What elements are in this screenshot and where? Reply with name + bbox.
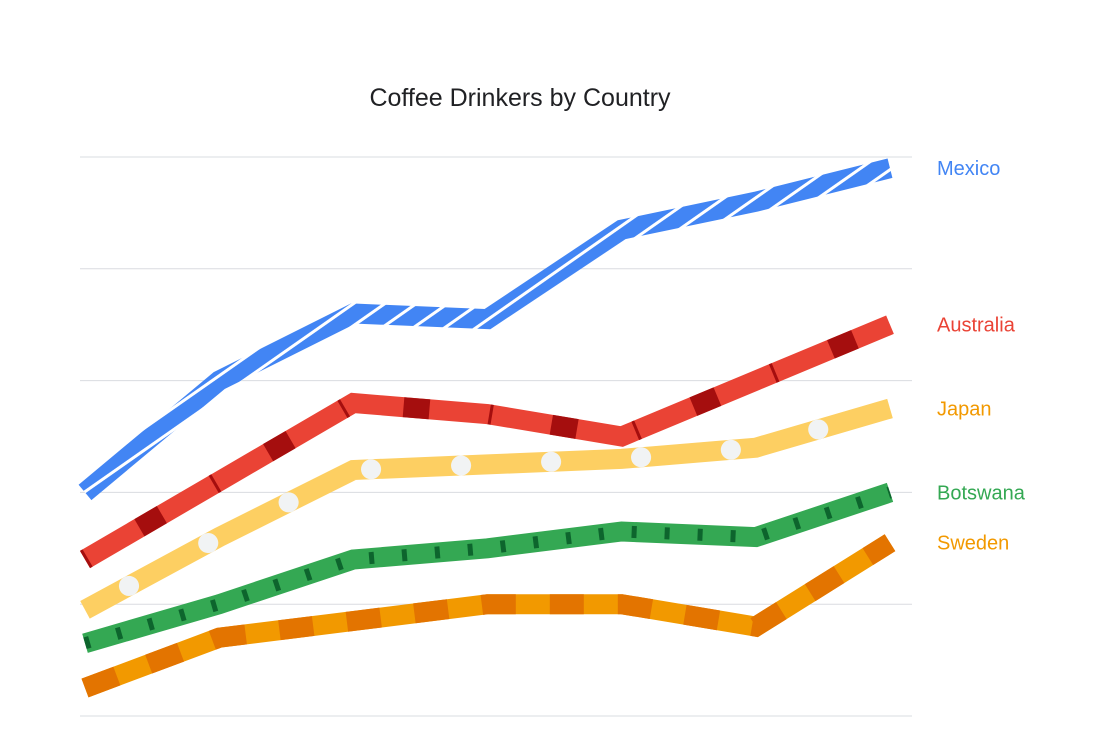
series-line xyxy=(79,315,894,569)
series-line xyxy=(80,398,893,619)
legend-label-japan: Japan xyxy=(937,399,992,421)
legend: Mexico Australia Japan Botswana Sweden xyxy=(937,158,1026,555)
series-mexico xyxy=(78,158,893,501)
chart-title: Coffee Drinkers by Country xyxy=(369,84,671,112)
series-botswana xyxy=(82,482,894,653)
legend-label-botswana: Botswana xyxy=(937,482,1026,504)
series-layer xyxy=(75,158,900,698)
series-sweden xyxy=(81,534,896,698)
series-australia xyxy=(79,315,894,569)
legend-label-australia: Australia xyxy=(937,315,1016,337)
legend-label-mexico: Mexico xyxy=(937,158,1000,180)
legend-label-sweden: Sweden xyxy=(937,533,1009,555)
series-japan xyxy=(75,398,900,620)
